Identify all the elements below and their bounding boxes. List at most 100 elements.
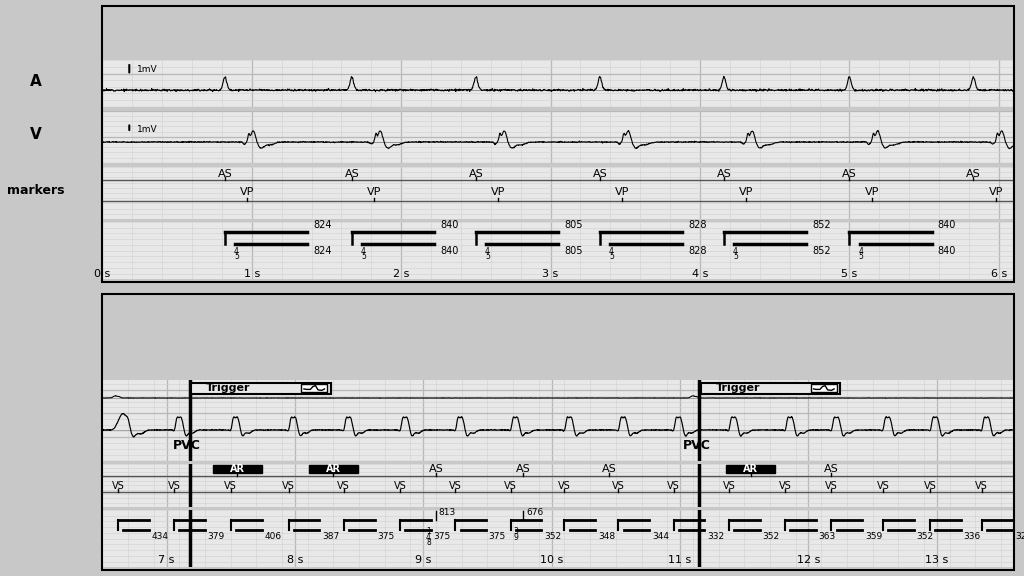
Text: 4 s: 4 s: [692, 268, 709, 279]
Text: 852: 852: [812, 246, 830, 256]
Text: 8 s: 8 s: [287, 555, 303, 566]
Text: 352: 352: [544, 532, 561, 541]
Text: 813: 813: [438, 508, 456, 517]
FancyBboxPatch shape: [700, 383, 841, 393]
Text: Trigger: Trigger: [716, 382, 761, 393]
Text: AR: AR: [743, 464, 758, 474]
Text: 6 s: 6 s: [990, 268, 1007, 279]
Text: 434: 434: [152, 532, 168, 541]
Text: VS: VS: [504, 481, 517, 491]
Text: AS: AS: [429, 464, 443, 474]
Text: 852: 852: [812, 221, 830, 230]
Text: 4: 4: [733, 247, 737, 256]
Text: 5: 5: [858, 252, 863, 261]
Text: VS: VS: [877, 481, 889, 491]
Text: 348: 348: [598, 532, 615, 541]
Text: AS: AS: [966, 169, 981, 179]
Text: AR: AR: [326, 464, 341, 474]
Text: VP: VP: [864, 187, 879, 197]
Text: 4: 4: [360, 247, 366, 256]
Text: AS: AS: [469, 169, 483, 179]
Text: 805: 805: [564, 246, 583, 256]
Text: 13 s: 13 s: [925, 555, 948, 566]
Text: PVC: PVC: [173, 439, 201, 452]
Text: AS: AS: [344, 169, 359, 179]
Text: 8: 8: [426, 539, 431, 547]
Text: 5: 5: [233, 252, 239, 261]
Text: 840: 840: [938, 246, 956, 256]
Text: VP: VP: [241, 187, 255, 197]
Text: AS: AS: [717, 169, 731, 179]
Text: VP: VP: [988, 187, 1004, 197]
Text: VS: VS: [825, 481, 838, 491]
Text: 1mV: 1mV: [137, 125, 158, 134]
FancyBboxPatch shape: [811, 384, 837, 392]
Text: VS: VS: [224, 481, 238, 491]
Text: 824: 824: [313, 246, 332, 256]
FancyBboxPatch shape: [190, 383, 331, 393]
Text: 828: 828: [688, 221, 707, 230]
FancyBboxPatch shape: [301, 384, 327, 392]
Text: 1 s: 1 s: [244, 268, 260, 279]
Text: 359: 359: [865, 532, 882, 541]
Text: 4: 4: [485, 247, 489, 256]
Text: VS: VS: [449, 481, 462, 491]
Text: 3 s: 3 s: [543, 268, 559, 279]
Text: 324: 324: [1015, 532, 1024, 541]
Text: 5: 5: [733, 252, 737, 261]
Text: AS: AS: [217, 169, 232, 179]
Text: 11 s: 11 s: [669, 555, 691, 566]
Text: 406: 406: [264, 532, 282, 541]
Text: 0 s: 0 s: [94, 268, 111, 279]
Text: VS: VS: [668, 481, 680, 491]
Text: AS: AS: [842, 169, 857, 179]
Text: PVC: PVC: [683, 439, 711, 452]
Text: 1mV: 1mV: [137, 65, 158, 74]
Text: 840: 840: [440, 246, 459, 256]
Text: 828: 828: [688, 246, 707, 256]
Text: VS: VS: [337, 481, 350, 491]
Text: VS: VS: [779, 481, 792, 491]
Text: VS: VS: [612, 481, 625, 491]
Text: VP: VP: [368, 187, 382, 197]
Text: AR: AR: [229, 464, 245, 474]
Text: 12 s: 12 s: [797, 555, 820, 566]
Bar: [213, 465, 261, 473]
Text: AS: AS: [516, 464, 530, 474]
Text: VS: VS: [722, 481, 735, 491]
Text: 824: 824: [313, 221, 332, 230]
Text: AS: AS: [602, 464, 616, 474]
Text: 352: 352: [762, 532, 779, 541]
Text: 5 s: 5 s: [842, 268, 857, 279]
Text: 9: 9: [513, 533, 518, 541]
Text: 379: 379: [208, 532, 225, 541]
Text: Trigger: Trigger: [207, 382, 251, 393]
Text: markers: markers: [7, 184, 65, 197]
Text: 676: 676: [526, 508, 544, 517]
Text: 4: 4: [233, 247, 239, 256]
Text: AS: AS: [593, 169, 607, 179]
Text: 375: 375: [377, 532, 394, 541]
Text: 10 s: 10 s: [540, 555, 563, 566]
Text: 5: 5: [360, 252, 366, 261]
Text: 4: 4: [426, 533, 431, 541]
Bar: [726, 465, 775, 473]
Text: 4: 4: [609, 247, 613, 256]
Text: VP: VP: [739, 187, 754, 197]
Text: 840: 840: [938, 221, 956, 230]
Text: 363: 363: [818, 532, 836, 541]
Text: 352: 352: [916, 532, 933, 541]
Text: 387: 387: [322, 532, 339, 541]
Text: VS: VS: [924, 481, 937, 491]
Text: VS: VS: [283, 481, 295, 491]
Text: 344: 344: [652, 532, 669, 541]
Text: 375: 375: [433, 532, 451, 541]
Text: 5: 5: [485, 252, 489, 261]
Text: 5: 5: [609, 252, 613, 261]
Text: VS: VS: [558, 481, 570, 491]
Text: 336: 336: [964, 532, 981, 541]
Text: VS: VS: [394, 481, 407, 491]
Text: VS: VS: [975, 481, 988, 491]
Text: 7 s: 7 s: [159, 555, 175, 566]
Text: 1: 1: [426, 527, 431, 536]
